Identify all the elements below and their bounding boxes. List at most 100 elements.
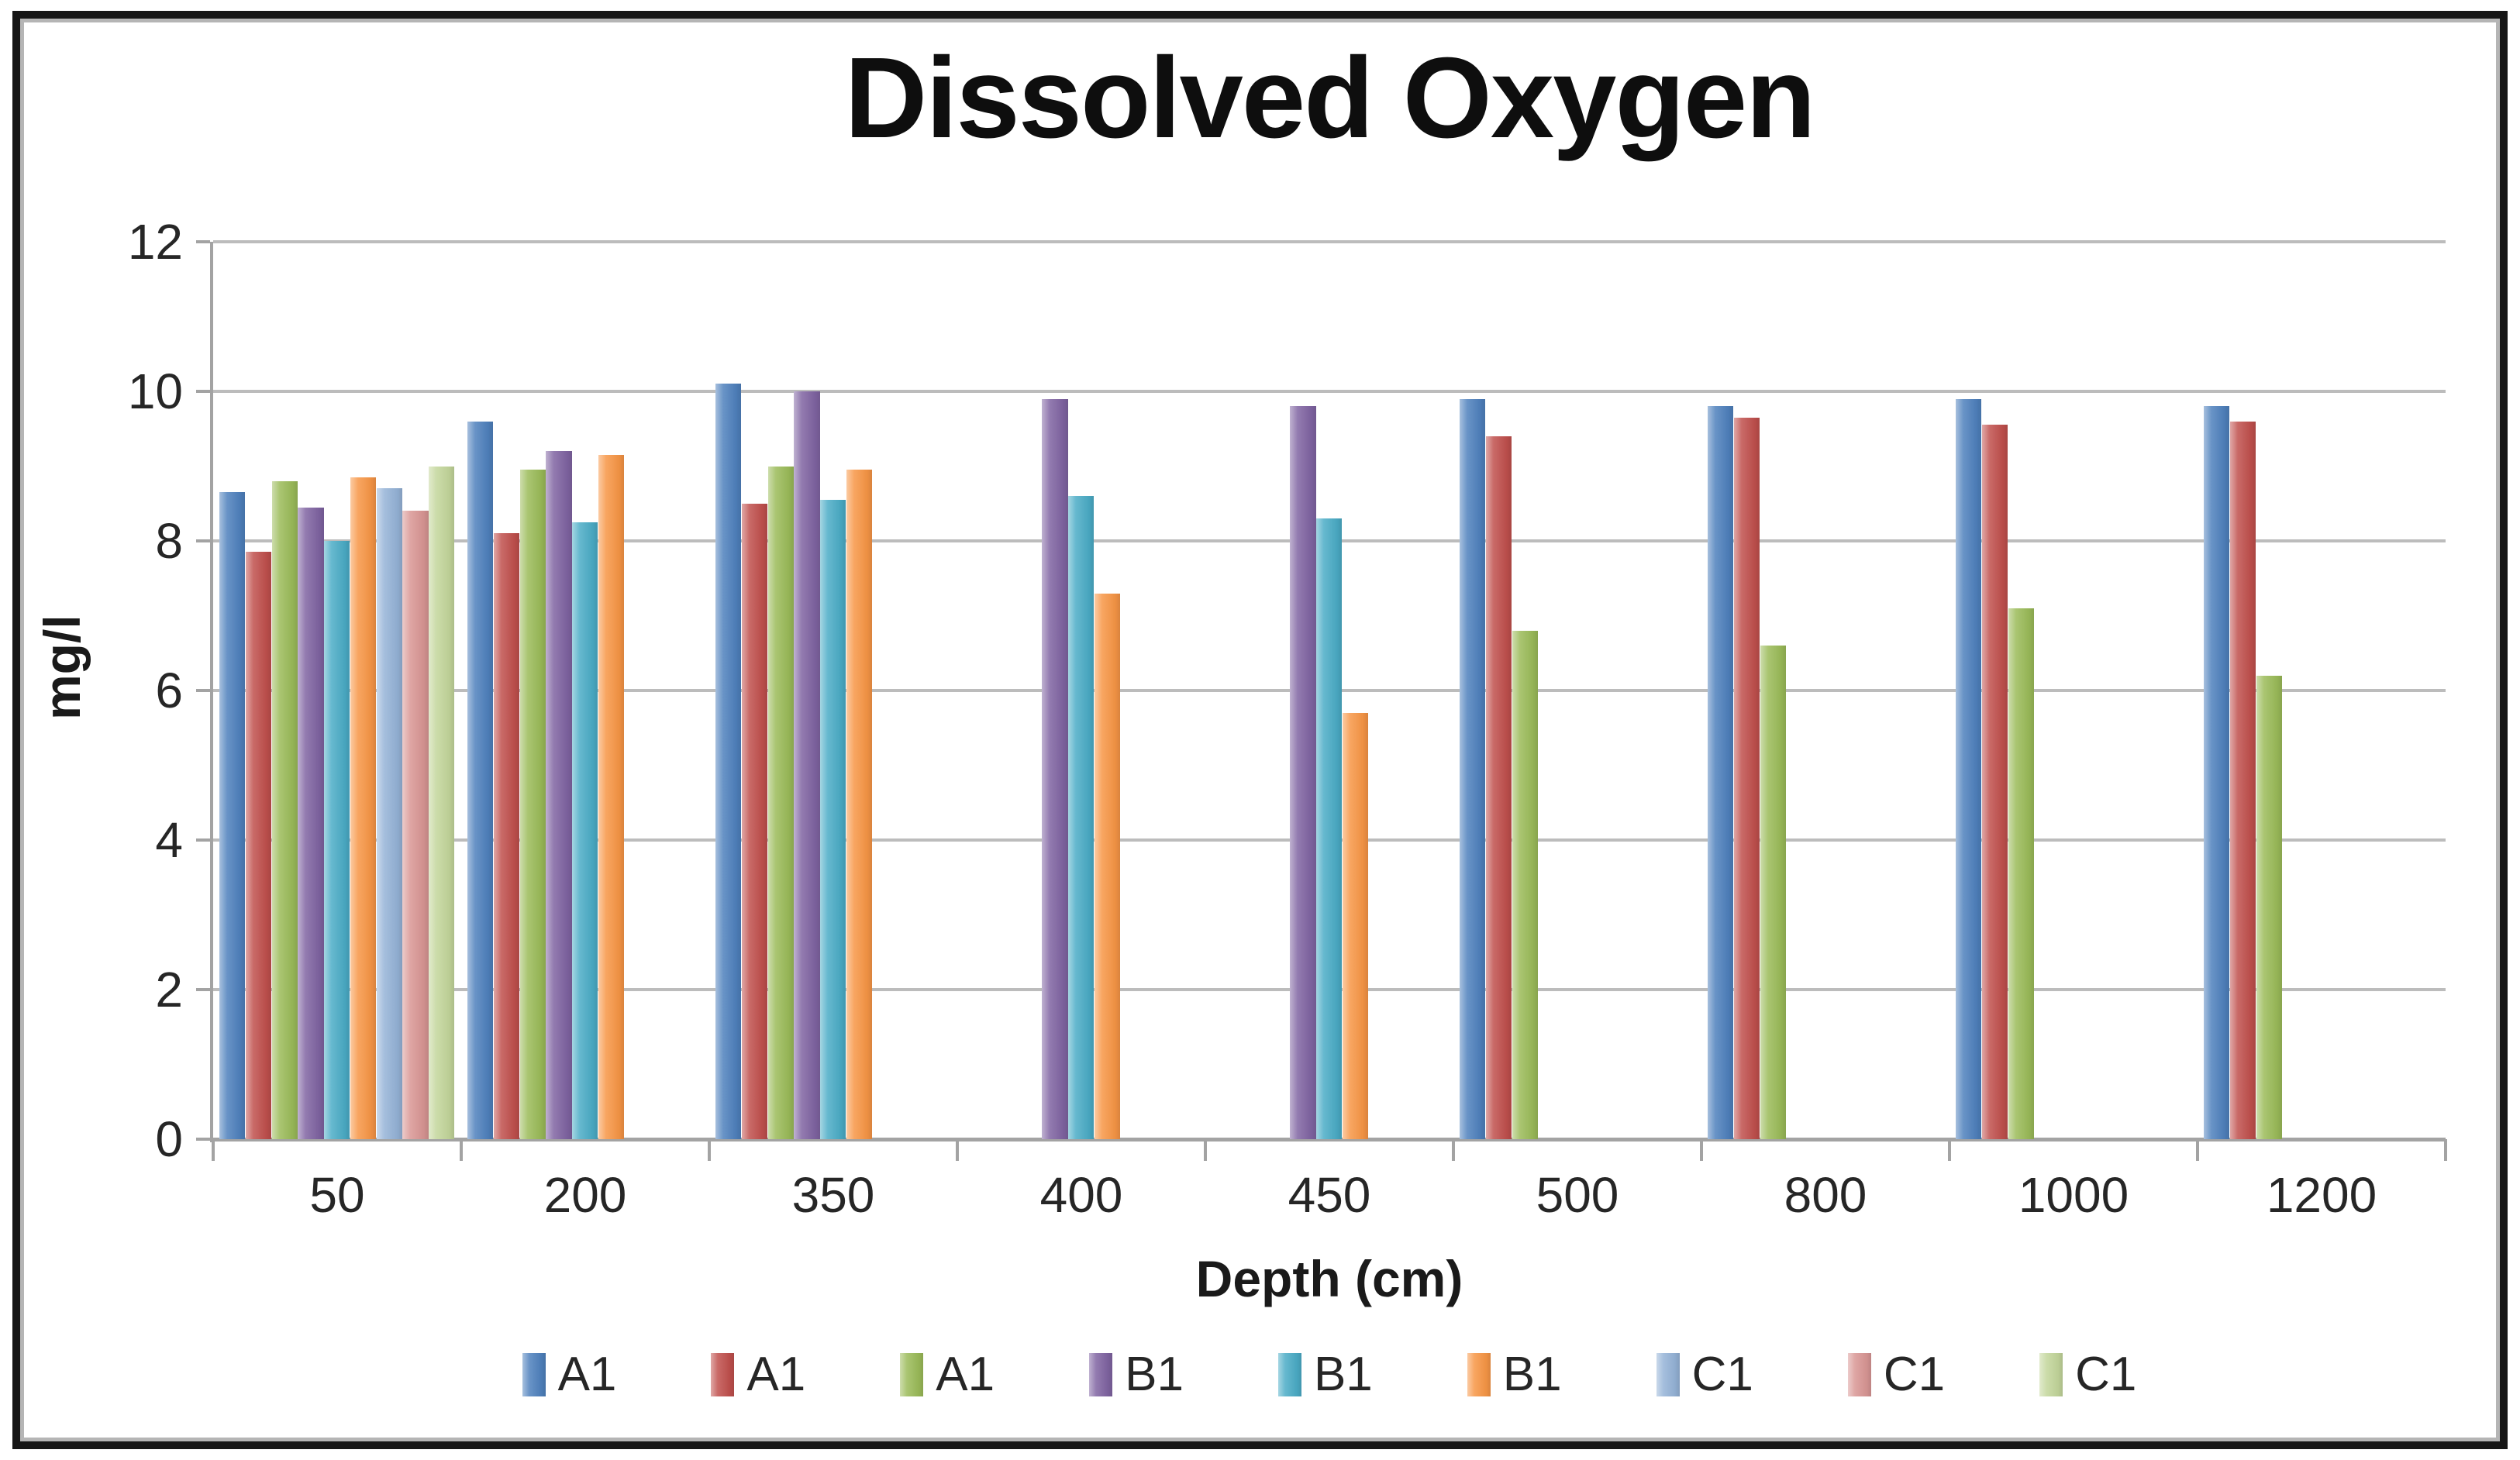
bar-B1-3-cat-200 (546, 451, 572, 1139)
legend-marker-icon (1847, 1352, 1871, 1396)
legend-marker-icon (1656, 1352, 1680, 1396)
bar-A1-1-cat-1200 (2229, 421, 2256, 1139)
legend-item-5-B1: B1 (1467, 1347, 1562, 1402)
bar-A1-0-cat-350 (715, 384, 742, 1139)
y-tick-label-6: 6 (155, 663, 183, 718)
legend-label: A1 (746, 1348, 806, 1401)
x-axis-tick (956, 1139, 959, 1161)
y-axis-tick (196, 838, 210, 842)
plot-area (196, 240, 2447, 1161)
gridline-y-0 (213, 1138, 2446, 1141)
bar-A1-2-cat-1000 (2008, 608, 2034, 1139)
y-axis-tick (196, 539, 210, 542)
y-axis-tick (196, 1138, 210, 1141)
y-tick-label-0: 0 (155, 1111, 183, 1167)
x-axis-tick (2444, 1139, 2447, 1161)
x-axis-tick (460, 1139, 463, 1161)
bar-A1-1-cat-350 (741, 503, 768, 1139)
legend-item-7-C1: C1 (1847, 1347, 1946, 1402)
bar-A1-2-cat-500 (1512, 630, 1538, 1139)
legend-marker-icon (1467, 1352, 1491, 1396)
bar-A1-1-cat-500 (1485, 436, 1512, 1139)
legend-item-8-C1: C1 (2039, 1347, 2136, 1402)
y-axis-tick (196, 390, 210, 393)
bar-C1-7-cat-50 (402, 511, 429, 1139)
legend-item-1-A1: A1 (711, 1347, 805, 1402)
y-tick-label-12: 12 (127, 214, 183, 270)
x-axis-tick (212, 1139, 215, 1161)
x-axis-tick (1452, 1139, 1455, 1161)
legend-marker-icon (900, 1352, 924, 1396)
bar-A1-1-cat-50 (245, 552, 272, 1139)
bar-B1-3-cat-400 (1042, 398, 1068, 1139)
legend-label: C1 (1883, 1348, 1946, 1401)
bar-A1-0-cat-50 (219, 492, 246, 1139)
legend-label: B1 (1313, 1348, 1373, 1401)
bar-A1-2-cat-800 (1760, 646, 1786, 1139)
legend-marker-icon (2039, 1352, 2063, 1396)
x-tick-label-1200: 1200 (2266, 1167, 2377, 1223)
bar-C1-8-cat-50 (429, 466, 455, 1139)
bar-A1-0-cat-200 (467, 421, 494, 1139)
bar-A1-0-cat-1200 (2204, 406, 2230, 1139)
x-axis-tick (2196, 1139, 2199, 1161)
gridline-y-12 (213, 240, 2446, 243)
x-tick-label-200: 200 (543, 1167, 627, 1223)
legend-item-2-A1: A1 (900, 1347, 995, 1402)
legend-item-0-A1: A1 (522, 1347, 617, 1402)
legend-label: B1 (1502, 1348, 1562, 1401)
legend-label: A1 (557, 1348, 617, 1401)
bar-B1-4-cat-450 (1316, 518, 1343, 1139)
bar-A1-0-cat-1000 (1956, 398, 1982, 1139)
bar-B1-5-cat-400 (1094, 593, 1121, 1139)
x-axis-title: Depth (cm) (1195, 1250, 1463, 1307)
y-axis-tick (196, 988, 210, 991)
x-axis-tick (1948, 1139, 1951, 1161)
bar-B1-4-cat-200 (572, 522, 598, 1139)
legend-marker-icon (711, 1352, 735, 1396)
x-tick-label-350: 350 (791, 1167, 875, 1223)
legend-label: B1 (1125, 1348, 1184, 1401)
bar-B1-5-cat-450 (1342, 712, 1369, 1139)
bar-B1-3-cat-450 (1290, 406, 1316, 1139)
bar-C1-6-cat-50 (376, 488, 402, 1139)
legend-label: A1 (936, 1348, 995, 1401)
bar-B1-4-cat-400 (1068, 496, 1095, 1139)
x-tick-label-1000: 1000 (2018, 1167, 2129, 1223)
bar-B1-3-cat-50 (298, 507, 324, 1139)
y-tick-label-8: 8 (155, 513, 183, 569)
y-axis-tick (196, 689, 210, 692)
bar-B1-5-cat-50 (350, 477, 377, 1139)
legend-item-3-B1: B1 (1089, 1347, 1184, 1402)
legend: A1 A1 A1 B1 B1 B1 C1 C1 C1 (213, 1347, 2446, 1402)
bar-A1-2-cat-1200 (2256, 675, 2282, 1139)
bar-A1-1-cat-800 (1733, 417, 1760, 1139)
bar-B1-5-cat-350 (846, 470, 873, 1139)
bar-B1-5-cat-200 (598, 455, 625, 1139)
bar-A1-1-cat-200 (493, 533, 520, 1139)
y-tick-label-2: 2 (155, 962, 183, 1018)
x-axis-tick (708, 1139, 711, 1161)
bar-A1-2-cat-200 (519, 470, 546, 1139)
bar-A1-0-cat-800 (1708, 406, 1734, 1139)
x-tick-label-450: 450 (1288, 1167, 1371, 1223)
bar-A1-2-cat-350 (767, 466, 794, 1139)
legend-item-4-B1: B1 (1277, 1347, 1373, 1402)
bar-B1-4-cat-50 (324, 541, 350, 1139)
gridline-y-10 (213, 390, 2446, 393)
bar-A1-1-cat-1000 (1981, 425, 2008, 1139)
legend-marker-icon (522, 1352, 546, 1396)
x-tick-label-500: 500 (1536, 1167, 1619, 1223)
x-axis-tick (1204, 1139, 1207, 1161)
y-tick-label-4: 4 (155, 812, 183, 868)
y-tick-label-10: 10 (127, 363, 183, 419)
bar-B1-4-cat-350 (820, 499, 846, 1139)
bar-A1-2-cat-50 (271, 480, 298, 1139)
x-tick-label-400: 400 (1039, 1167, 1123, 1223)
bar-A1-0-cat-500 (1460, 398, 1486, 1139)
y-axis-tick (196, 240, 210, 243)
legend-marker-icon (1089, 1352, 1113, 1396)
chart-title: Dissolved Oxygen (844, 34, 1815, 162)
bar-B1-3-cat-350 (794, 391, 820, 1139)
